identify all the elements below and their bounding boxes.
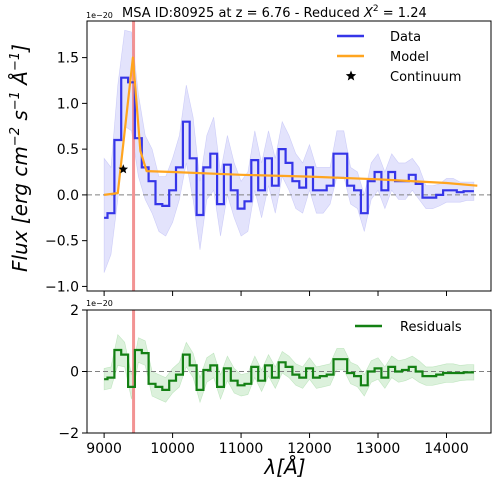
x-tick-label: 11000 [219,441,264,457]
scale-label-bottom: 1e−20 [86,299,113,308]
legend-label-data: Data [390,30,421,45]
y-ticks-bottom: −2 0 2 [58,303,87,442]
plot-frame-top [86,20,492,292]
ylabel-a: Flux [erg cm [8,146,32,272]
continuum-star-marker [118,164,129,174]
x-tick-label: 12000 [287,441,332,457]
x-tick-label: 10000 [150,441,195,457]
xlabel-lambda: λ [263,455,276,479]
y-tick-label: 2 [70,303,79,319]
legend-bottom: Residuals [355,320,462,335]
title-tail: = 1.24 [379,6,427,21]
y-tick-label: 1.5 [57,51,79,67]
series-step-line [104,348,474,391]
title-chi: X [363,6,374,21]
y-tick-label: 0.0 [57,188,79,204]
xlabel-unit: [Å] [276,455,305,479]
legend-label-model: Model [390,50,429,65]
legend-label-continuum: Continuum [390,70,461,85]
legend-label-residuals: Residuals [400,320,462,335]
chart-title: MSA ID:80925 at z = 6.76 - Reduced X2 = … [122,4,427,21]
title-sup: 2 [373,4,379,14]
continuum-series [118,164,129,174]
plot-frame-bottom [86,309,492,434]
residual-uncertainty-band [103,333,475,404]
y-tick-label: 0 [70,365,79,381]
x-tick-label: 14000 [424,441,469,457]
spectrum-panel: 1e−20 MSA ID:80925 at z = 6.76 - Reduced… [8,4,492,296]
title-main: MSA ID:80925 at z = 6.76 - Reduced [122,6,364,21]
ylabel-d: −1 [8,91,23,110]
x-axis-label: λ[Å] [263,455,305,479]
y-axis-label: Flux [erg cm−2 s−1 Å−1] [8,44,32,272]
ylabel-e: Å [8,71,32,91]
y-tick-label: −0.5 [45,234,79,250]
y-ticks-top: −1.0 −0.5 0.0 0.5 1.0 1.5 [45,51,87,295]
ylabel-b: −2 [8,127,23,146]
y-tick-label: 0.5 [57,142,79,158]
ylabel-c: s [8,110,32,127]
ylabel-f: −1 [8,52,23,71]
ylabel-g: ] [8,44,32,53]
legend-swatch-continuum-star-icon [345,70,357,81]
x-tick-label: 9000 [86,441,122,457]
y-tick-label: −1.0 [45,279,79,295]
data-uncertainty-band [103,29,475,273]
scale-label-top: 1e−20 [86,11,113,20]
y-tick-label: −2 [58,426,79,442]
legend-top: Data Model Continuum [337,30,461,85]
uncertainty-band-area [103,29,475,273]
model-line [103,56,478,196]
residuals-series [104,348,474,391]
model-series [103,56,478,196]
residuals-panel: 1e−20 −2 0 2 9000 10000 11000 12000 13000 14000… [58,299,492,479]
x-ticks-bottom: 9000 10000 11000 12000 13000 14000 [86,433,469,457]
uncertainty-band-area [103,333,475,404]
x-ticks-top [103,291,447,296]
x-tick-label: 13000 [356,441,401,457]
y-tick-label: 1.0 [57,96,79,112]
